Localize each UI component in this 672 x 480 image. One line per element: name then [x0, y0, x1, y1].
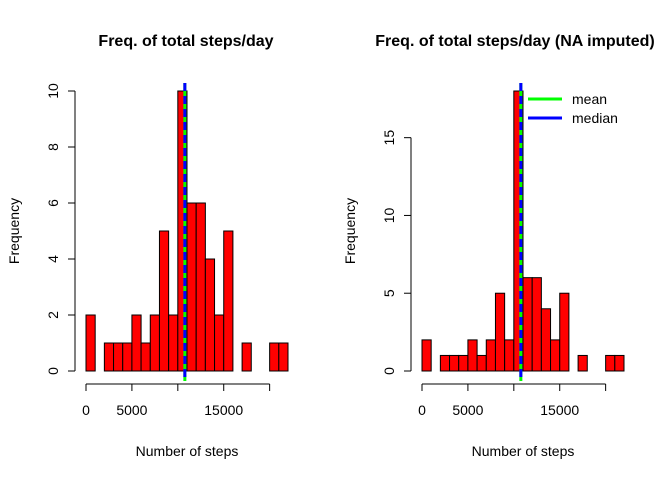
- histogram-bar: [605, 354, 616, 372]
- x-axis-label: Number of steps: [136, 443, 239, 459]
- legend: mean median: [528, 91, 618, 126]
- y-tick-label: 8: [45, 143, 61, 151]
- histogram-bar: [449, 354, 460, 372]
- histogram-bar: [476, 354, 487, 372]
- histogram-bar: [269, 342, 280, 372]
- histogram-bar: [577, 354, 588, 372]
- x-tick-label: 0: [418, 402, 426, 418]
- y-axis-label: Frequency: [6, 198, 22, 264]
- histogram-bar: [421, 339, 432, 372]
- x-tick-label: 5000: [452, 402, 483, 418]
- histogram-bar: [149, 314, 160, 372]
- legend-label-median: median: [572, 110, 618, 126]
- histogram-bar: [241, 342, 252, 372]
- histogram-bar: [103, 342, 115, 372]
- histogram-bar: [168, 314, 179, 372]
- histogram-bar: [531, 277, 542, 372]
- x-tick-label: 0: [82, 402, 90, 418]
- histogram-bar: [614, 354, 625, 372]
- histogram-bar: [485, 339, 496, 372]
- histogram-bar: [550, 339, 561, 372]
- x-tick-label: 15000: [204, 402, 243, 418]
- histogram-bar: [513, 90, 524, 372]
- y-tick-label: 4: [45, 255, 61, 263]
- chart-title: Freq. of total steps/day: [98, 33, 273, 50]
- y-tick-label: 10: [45, 83, 61, 99]
- x-axis-label: Number of steps: [472, 443, 575, 459]
- histogram-bar: [122, 342, 133, 372]
- histogram-bar: [223, 230, 234, 372]
- histogram-bar: [131, 314, 142, 372]
- histogram-bar: [140, 342, 151, 372]
- histogram-bar: [214, 314, 225, 372]
- y-tick-label: 10: [381, 207, 397, 223]
- histogram-bar: [186, 202, 197, 372]
- y-axis-label: Frequency: [342, 198, 358, 264]
- y-tick-label: 0: [45, 367, 61, 375]
- x-tick-label: 5000: [116, 402, 147, 418]
- histogram-bar: [458, 354, 469, 372]
- legend-label-mean: mean: [572, 91, 607, 107]
- chart-title: Freq. of total steps/day (NA imputed): [375, 33, 654, 50]
- y-tick-label: 6: [45, 199, 61, 207]
- histogram-bar: [278, 342, 289, 372]
- histogram-panel-imputed: Freq. of total steps/day (NA imputed) Nu…: [342, 33, 655, 459]
- histogram-bar: [113, 342, 124, 372]
- y-tick-label: 0: [381, 367, 397, 375]
- histogram-panel-raw: Freq. of total steps/day Number of steps…: [6, 33, 289, 459]
- y-tick-label: 15: [381, 130, 397, 146]
- histogram-bar: [195, 202, 206, 372]
- histogram-bar: [540, 308, 552, 372]
- histogram-bar: [439, 354, 451, 372]
- histogram-bar: [522, 277, 533, 372]
- histogram-bar: [85, 314, 96, 372]
- y-tick-label: 5: [381, 289, 397, 297]
- histogram-bar: [504, 339, 515, 372]
- histogram-bar: [559, 292, 570, 372]
- x-tick-label: 15000: [540, 402, 579, 418]
- histogram-bar: [467, 339, 478, 372]
- y-tick-label: 2: [45, 311, 61, 319]
- histogram-bar: [204, 258, 216, 372]
- histogram-bar: [494, 292, 506, 372]
- histogram-bar: [158, 230, 170, 372]
